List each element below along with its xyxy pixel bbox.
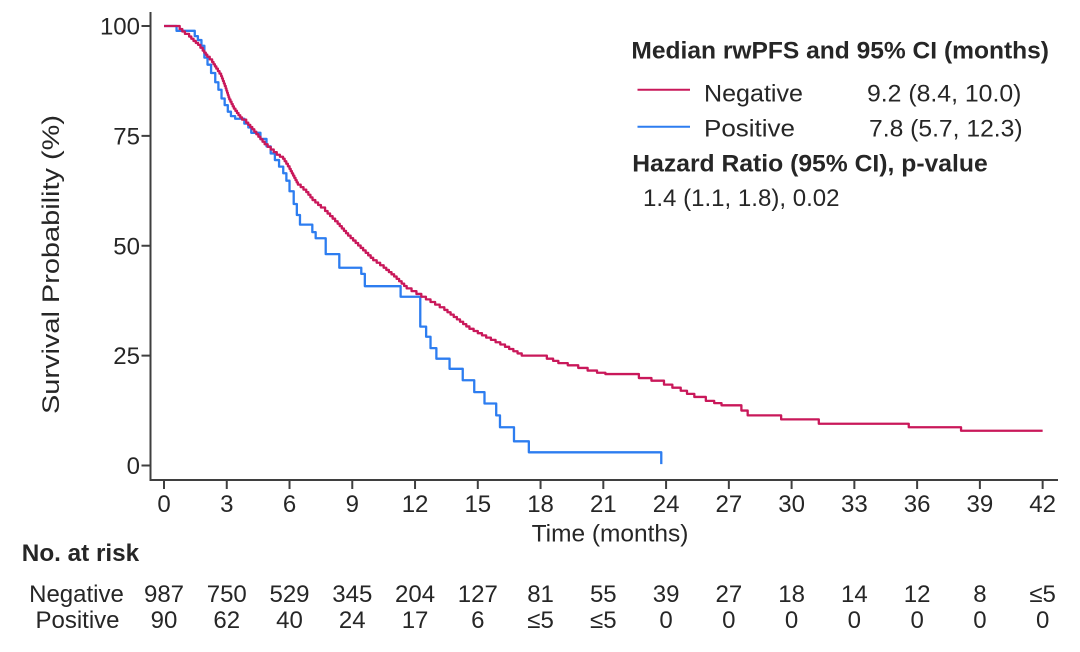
svg-text:18: 18 (527, 491, 554, 518)
svg-text:6: 6 (283, 491, 296, 518)
svg-text:Hazard Ratio (95% CI), p-value: Hazard Ratio (95% CI), p-value (632, 150, 987, 177)
svg-text:27: 27 (715, 581, 742, 608)
svg-text:0: 0 (1036, 607, 1049, 634)
svg-text:529: 529 (269, 581, 309, 608)
svg-text:0: 0 (785, 607, 798, 634)
svg-text:21: 21 (590, 491, 617, 518)
svg-text:24: 24 (339, 607, 366, 634)
svg-text:Time (months): Time (months) (532, 521, 689, 548)
svg-text:Negative: Negative (704, 80, 803, 107)
svg-text:40: 40 (276, 607, 303, 634)
svg-text:17: 17 (402, 607, 429, 634)
svg-text:Positive: Positive (704, 115, 795, 142)
svg-text:Positive: Positive (35, 607, 119, 634)
svg-text:25: 25 (113, 343, 140, 370)
svg-text:0: 0 (910, 607, 923, 634)
svg-text:30: 30 (778, 491, 805, 518)
svg-text:0: 0 (973, 607, 986, 634)
svg-text:62: 62 (213, 607, 240, 634)
svg-text:Median rwPFS and 95% CI (month: Median rwPFS and 95% CI (months) (631, 37, 1049, 64)
svg-text:345: 345 (332, 581, 372, 608)
svg-text:204: 204 (395, 581, 435, 608)
svg-text:100: 100 (100, 14, 140, 41)
svg-text:14: 14 (841, 581, 868, 608)
svg-text:12: 12 (904, 581, 931, 608)
svg-text:7.8 (5.7, 12.3): 7.8 (5.7, 12.3) (869, 115, 1023, 142)
svg-text:Negative: Negative (29, 581, 124, 608)
svg-text:0: 0 (722, 607, 735, 634)
svg-text:0: 0 (659, 607, 672, 634)
svg-text:24: 24 (653, 491, 680, 518)
svg-text:≤5: ≤5 (1029, 581, 1056, 608)
svg-text:50: 50 (113, 233, 140, 260)
svg-text:3: 3 (220, 491, 233, 518)
svg-text:75: 75 (113, 124, 140, 151)
svg-text:81: 81 (527, 581, 554, 608)
svg-text:0: 0 (127, 453, 140, 480)
svg-text:39: 39 (653, 581, 680, 608)
svg-text:0: 0 (848, 607, 861, 634)
svg-text:987: 987 (144, 581, 184, 608)
svg-text:6: 6 (471, 607, 484, 634)
svg-text:15: 15 (464, 491, 491, 518)
svg-text:No. at risk: No. at risk (22, 540, 140, 567)
svg-text:750: 750 (207, 581, 247, 608)
svg-text:55: 55 (590, 581, 617, 608)
svg-text:12: 12 (402, 491, 429, 518)
svg-text:0: 0 (157, 491, 170, 518)
svg-text:8: 8 (973, 581, 986, 608)
svg-text:Survival Probability (%): Survival Probability (%) (38, 115, 65, 414)
svg-text:36: 36 (904, 491, 931, 518)
svg-text:90: 90 (151, 607, 178, 634)
svg-text:≤5: ≤5 (590, 607, 617, 634)
svg-text:≤5: ≤5 (527, 607, 554, 634)
svg-text:9: 9 (346, 491, 359, 518)
svg-text:39: 39 (967, 491, 994, 518)
svg-text:1.4 (1.1, 1.8), 0.02: 1.4 (1.1, 1.8), 0.02 (643, 185, 840, 212)
svg-text:33: 33 (841, 491, 868, 518)
svg-text:27: 27 (715, 491, 742, 518)
svg-text:42: 42 (1029, 491, 1056, 518)
svg-text:127: 127 (458, 581, 498, 608)
svg-text:9.2 (8.4, 10.0): 9.2 (8.4, 10.0) (867, 80, 1021, 107)
svg-text:18: 18 (778, 581, 805, 608)
